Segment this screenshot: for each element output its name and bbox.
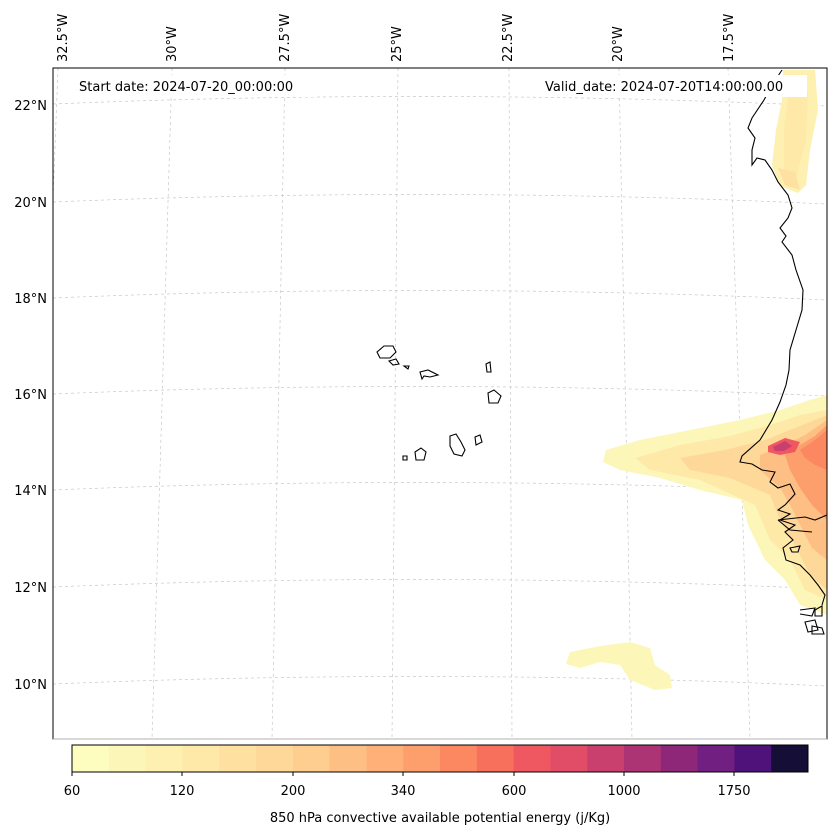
start-date-box (70, 75, 316, 97)
lon-label-20w: 20°W (611, 26, 626, 62)
map-gridlines (52, 67, 828, 740)
colorbar-tick-120: 120 (170, 784, 195, 799)
colorbar-swatch (108, 745, 147, 772)
lat-label-12n: 12°N (14, 581, 47, 596)
start-date-label: Start date: 2024-07-20_00:00:00 (79, 80, 293, 95)
colorbar-tick-340: 340 (391, 784, 416, 799)
island-santo-antao (376, 345, 397, 359)
map-background (53, 68, 827, 739)
island-santiago (449, 433, 466, 457)
island-maio (474, 434, 483, 446)
colorbar (71, 744, 809, 776)
lat-label-16n: 16°N (14, 388, 47, 403)
colorbar-swatch (366, 745, 404, 772)
colorbar-swatch (660, 745, 699, 772)
colorbar-swatch (513, 745, 551, 772)
lon-label-30w: 30°W (165, 26, 180, 62)
colorbar-swatch (734, 745, 772, 772)
island-sao-nicolau (419, 369, 440, 381)
lat-label-18n: 18°N (14, 292, 47, 307)
colorbar-swatch (292, 745, 331, 772)
colorbar-swatch (771, 745, 809, 772)
island-sal (485, 361, 492, 373)
colorbar-swatch (219, 745, 257, 772)
colorbar-swatch (145, 745, 183, 772)
coastlines (376, 69, 828, 635)
colorbar-tick-1750: 1750 (717, 784, 750, 799)
colorbar-swatch (403, 745, 441, 772)
colorbar-tick-600: 600 (502, 784, 527, 799)
valid-date-box (537, 75, 807, 97)
colorbar-tick-200: 200 (281, 784, 306, 799)
colorbar-swatch (440, 745, 478, 772)
island-fogo (414, 447, 427, 461)
valid-date-label: Valid_date: 2024-07-20T14:00:00.00 (545, 80, 783, 95)
african-coastline (739, 69, 826, 606)
colorbar-label: 850 hPa convective available potential e… (270, 811, 610, 826)
island-brava (402, 455, 408, 461)
colorbar-swatch (550, 745, 588, 772)
colorbar-swatch (329, 745, 367, 772)
lat-label-20n: 20°N (14, 196, 47, 211)
island-sao-vicente (387, 358, 400, 366)
colorbar-swatch (182, 745, 220, 772)
lat-label-10n: 10°N (14, 678, 47, 693)
colorbar-ticks: 60 120 200 340 600 1000 1750 (64, 784, 751, 799)
colorbar-swatch (697, 745, 735, 772)
cape-shading (566, 70, 827, 690)
lon-label-25w: 25°W (390, 26, 405, 62)
lon-label-17-5w: 17.5°W (722, 14, 737, 62)
island-boa-vista (487, 389, 502, 404)
island-santa-luzia (402, 365, 410, 370)
colorbar-swatch (72, 745, 110, 772)
colorbar-swatch (476, 745, 515, 772)
longitude-labels: 32.5°W 30°W 27.5°W 25°W 22.5°W 20°W 17.5… (56, 14, 737, 62)
colorbar-swatch (256, 745, 294, 772)
lat-label-22n: 22°N (14, 99, 47, 114)
colorbar-swatch (624, 745, 662, 772)
colorbar-border (71, 744, 809, 773)
colorbar-tick-60: 60 (64, 784, 81, 799)
lon-label-32-5w: 32.5°W (56, 14, 71, 62)
colorbar-swatch (587, 745, 625, 772)
latitude-labels: 22°N 20°N 18°N 16°N 14°N 12°N 10°N (14, 99, 47, 693)
lon-label-27-5w: 27.5°W (278, 14, 293, 62)
lon-label-22-5w: 22.5°W (501, 14, 516, 62)
lat-label-14n: 14°N (14, 484, 47, 499)
cape-region-south (566, 642, 672, 690)
colorbar-tick-1000: 1000 (607, 784, 640, 799)
